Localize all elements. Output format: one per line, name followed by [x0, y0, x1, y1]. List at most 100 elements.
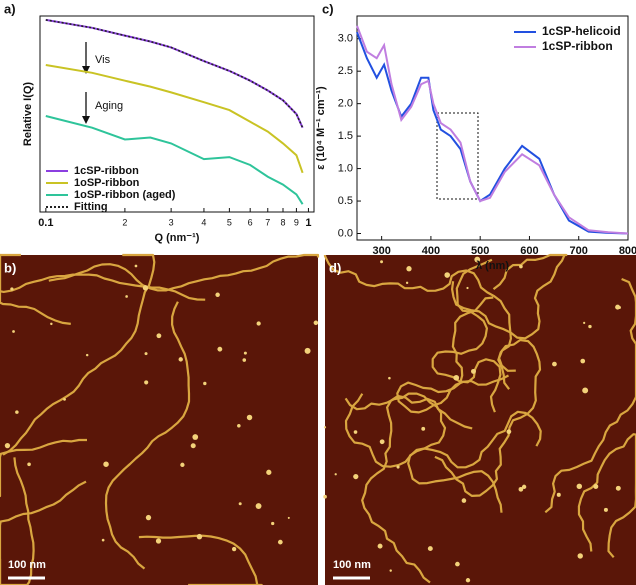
particle: [10, 287, 13, 290]
particle: [156, 538, 161, 543]
particle: [466, 578, 470, 582]
particle: [519, 265, 523, 269]
series-line: [357, 32, 628, 233]
particle: [616, 486, 621, 491]
particle: [305, 348, 311, 354]
y-tick-label: 0.5: [338, 195, 353, 207]
particle: [324, 426, 326, 428]
x-tick-label: 700: [570, 245, 588, 257]
x-tick-label: 1: [305, 217, 311, 229]
particle: [397, 465, 400, 468]
particle: [5, 443, 10, 448]
particle: [577, 484, 582, 489]
particle: [215, 293, 219, 297]
particle: [144, 380, 148, 384]
particle: [455, 562, 460, 567]
particle: [353, 474, 358, 479]
series-line: [46, 20, 303, 128]
afm-image: [0, 255, 318, 585]
particle: [192, 434, 198, 440]
x-tick-label: 0.1: [38, 217, 53, 229]
particle: [453, 375, 459, 381]
x-tick-label: 800: [619, 245, 636, 257]
particle: [462, 498, 467, 503]
particle: [421, 427, 425, 431]
legend-label: 1cSP-helicoid: [542, 24, 621, 38]
legend-label: 1oSP-ribbon (aged): [74, 189, 176, 201]
legend-label: 1cSP-ribbon: [74, 165, 139, 177]
arrowhead: [82, 116, 90, 124]
particle: [519, 487, 524, 492]
annotation: Aging: [95, 100, 123, 112]
panel-label: c): [322, 1, 334, 16]
particle: [135, 265, 138, 268]
particle: [380, 439, 385, 444]
particle: [471, 369, 476, 374]
series-line: [46, 20, 303, 128]
particle: [63, 398, 66, 401]
x-tick-label: 2: [122, 217, 127, 227]
particle: [146, 515, 151, 520]
particle: [266, 470, 271, 475]
x-tick-label: 600: [520, 245, 538, 257]
particle: [593, 484, 598, 489]
particle: [191, 443, 196, 448]
x-tick-label: 500: [471, 245, 489, 257]
legend-label: 1cSP-ribbon: [542, 39, 613, 53]
x-tick-label: 4: [201, 217, 206, 227]
particle: [604, 508, 608, 512]
particle: [378, 544, 383, 549]
legend-label: Fitting: [74, 201, 108, 213]
particle: [179, 357, 183, 361]
x-tick-label: 9: [294, 217, 299, 227]
particle: [50, 323, 52, 325]
particle: [580, 359, 585, 364]
x-tick-label: 8: [280, 217, 285, 227]
particle: [197, 534, 202, 539]
particle: [12, 330, 15, 333]
particle: [428, 546, 433, 551]
particle: [27, 462, 31, 466]
particle: [237, 424, 241, 428]
y-axis-label: ε (10⁴ M⁻¹ cm⁻¹): [315, 86, 327, 170]
y-axis-label: Relative I(Q): [22, 82, 34, 147]
particle: [271, 522, 274, 525]
figure: Vis Aging b)100 nmd)100 nm a)0.123456789…: [0, 0, 636, 585]
scale-label: 100 nm: [8, 559, 46, 571]
x-tick-label: 300: [372, 245, 390, 257]
particle: [406, 266, 411, 271]
scale-label: 100 nm: [333, 559, 371, 571]
particle: [288, 517, 290, 519]
particle: [552, 362, 557, 367]
particle: [156, 333, 161, 338]
particle: [180, 463, 184, 467]
particle: [247, 415, 252, 420]
particle: [102, 539, 105, 542]
particle: [143, 285, 148, 290]
particle: [257, 321, 261, 325]
x-tick-label: 6: [248, 217, 253, 227]
particle: [615, 305, 620, 310]
y-tick-label: 3.0: [338, 33, 353, 45]
particle: [103, 461, 108, 466]
y-tick-label: 2.0: [338, 98, 353, 110]
legend-label: 1oSP-ribbon: [74, 177, 140, 189]
particle: [256, 503, 262, 509]
x-tick-label: 5: [227, 217, 232, 227]
particle: [86, 354, 88, 356]
particle: [203, 382, 206, 385]
x-axis-label: λ (nm): [476, 260, 509, 272]
particle: [15, 410, 19, 414]
particle: [278, 540, 283, 545]
particle: [217, 347, 222, 352]
particle: [244, 352, 247, 355]
particle: [335, 473, 337, 475]
particle: [314, 321, 319, 326]
particle: [583, 322, 585, 324]
particle: [354, 430, 358, 434]
particle: [466, 287, 468, 289]
particle: [145, 352, 148, 355]
particle: [323, 495, 327, 499]
particle: [578, 553, 583, 558]
particle: [388, 377, 391, 380]
